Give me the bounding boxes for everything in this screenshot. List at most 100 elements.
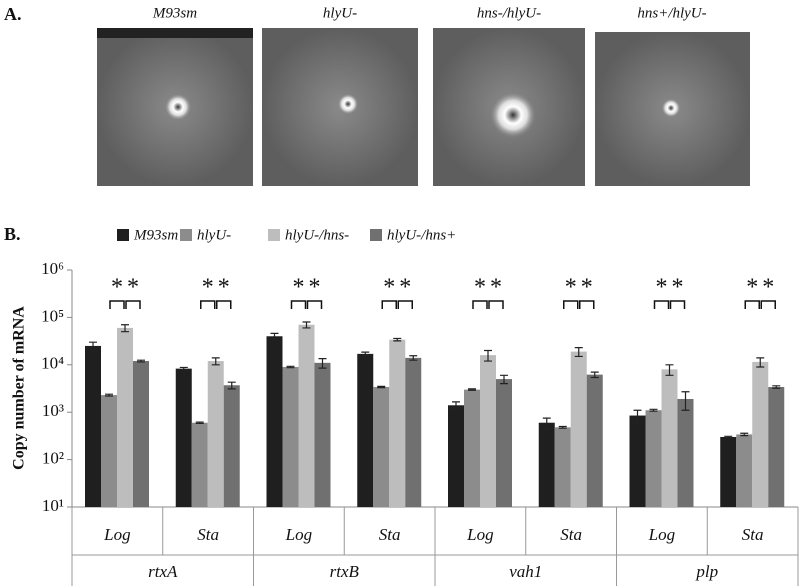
significance-bracket [669,300,686,309]
zone [164,93,192,121]
bar [117,327,133,507]
error-bar [452,401,460,410]
error-bar [121,324,129,333]
error-bar [468,388,476,391]
significance-label: * [490,275,502,301]
y-tick-label: 10⁶ [41,259,64,278]
legend-label: M93sm [133,227,178,243]
image-label: M93sm [152,5,197,21]
error-bar [542,417,551,430]
error-bar [484,349,492,362]
bar [677,398,694,507]
group-label: plp [695,562,718,581]
error-bar [137,359,145,363]
image-label: hns+/hlyU- [637,5,706,21]
bar [223,385,240,507]
error-bar [286,365,295,369]
error-bar [756,357,765,368]
significance-label: * [383,275,395,301]
y-axis-label: Copy number of mRNA [11,306,28,470]
significance-bracket [653,300,670,309]
bar [133,361,149,507]
error-bar [500,374,508,385]
significance-bracket [306,300,323,309]
significance-bracket [125,300,141,309]
error-bar [318,358,327,369]
error-bar [740,432,749,437]
significance-label: * [656,275,668,301]
bar [645,410,662,507]
bar [373,387,390,507]
error-bar [302,321,311,329]
x-tick-label: Log [285,525,312,544]
image-label: hlyU- [323,5,357,21]
significance-bracket [760,300,776,309]
bar [736,434,753,507]
error-bar [105,393,113,397]
group-label: rtxA [148,562,178,581]
error-bar [590,371,599,379]
significance-label: * [399,275,411,301]
legend-label: hlyU-/hns- [285,227,349,243]
panel-label: A. [4,4,22,24]
significance-label: * [309,275,321,301]
error-bar [377,385,386,389]
bar [464,389,480,507]
zone [661,98,681,118]
bar [570,351,587,507]
significance-bracket [216,300,232,309]
error-bar [665,364,674,376]
group-label: rtxB [330,562,360,581]
error-bar [179,366,188,371]
bar [720,436,737,507]
significance-bracket [200,300,216,309]
bar [175,368,192,507]
bar [629,415,646,507]
bar [207,361,224,507]
bar [448,405,464,507]
bar [661,369,678,507]
legend-label: hlyU- [197,227,231,243]
bar [752,361,769,507]
x-tick-label: Sta [742,525,764,544]
error-bar [89,341,97,352]
zone [337,93,359,115]
significance-bracket [397,300,413,309]
bar [480,355,496,507]
error-bar [393,337,402,342]
x-tick-label: Sta [197,525,219,544]
error-bar [558,425,567,429]
error-bar [649,408,658,412]
bar [314,362,331,507]
significance-label: * [762,275,774,301]
bar [496,379,512,507]
bar [101,395,117,507]
x-tick-label: Log [648,525,675,544]
error-bar [681,391,690,411]
bar [405,357,422,507]
bar [554,427,571,507]
bar [768,387,785,507]
y-tick-label: 10³ [42,401,64,420]
bar [266,336,283,507]
x-tick-label: Log [466,525,493,544]
significance-label: * [111,275,123,301]
error-bar [574,347,583,358]
significance-bracket [488,300,504,309]
error-bar [409,355,418,361]
significance-label: * [565,275,577,301]
legend-swatch [370,229,382,241]
bar [357,353,374,507]
bar [282,366,299,507]
group-label: vah1 [509,562,542,581]
legend-swatch [180,229,192,241]
panel-label: B. [4,224,21,244]
legend-swatch [268,229,280,241]
significance-bracket [109,300,125,309]
y-tick-label: 10⁵ [41,306,64,325]
error-bar [270,332,279,341]
error-bar [724,435,733,439]
y-tick-label: 10⁴ [41,354,64,373]
significance-label: * [474,275,486,301]
